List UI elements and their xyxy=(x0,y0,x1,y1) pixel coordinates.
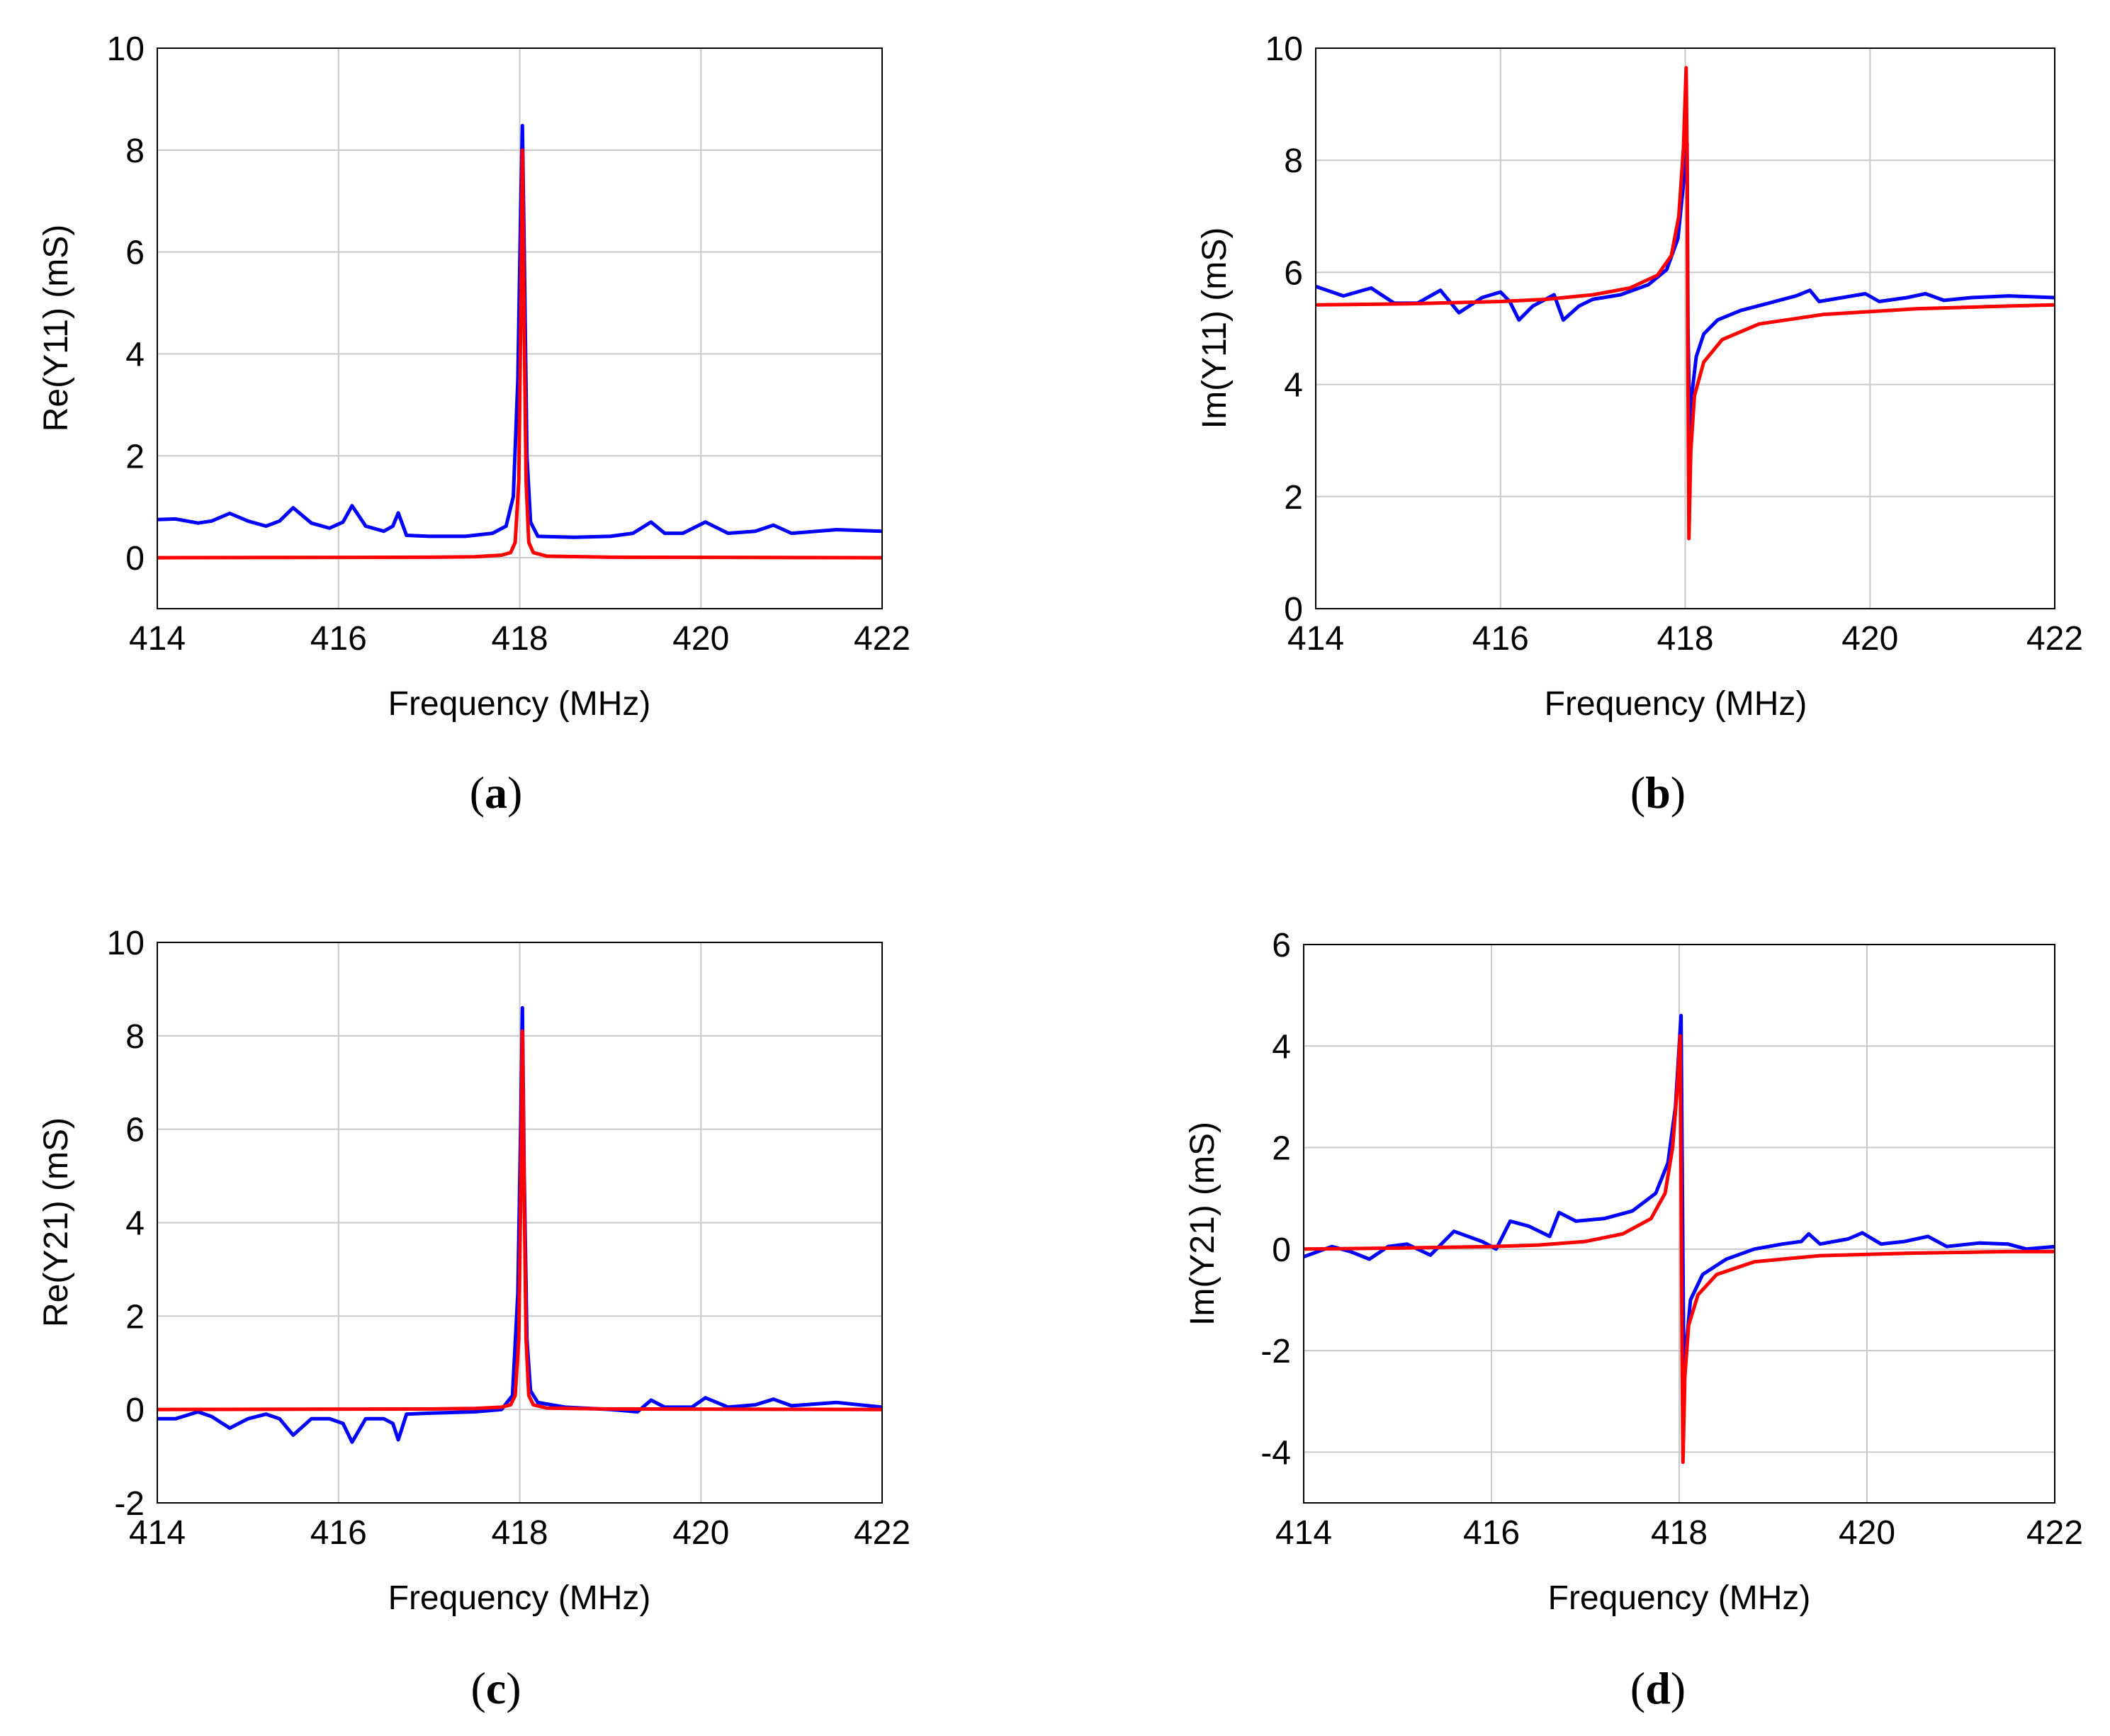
y-tick-label-d-0: -4 xyxy=(1260,1434,1291,1472)
y-tick-label-c-0: -2 xyxy=(114,1485,145,1523)
y-tick-label-a-3: 6 xyxy=(125,235,145,272)
x-tick-label-b-4: 422 xyxy=(2026,620,2083,658)
y-tick-label-d-3: 2 xyxy=(1272,1130,1291,1168)
series-line-model-a xyxy=(157,148,882,560)
x-tick-label-a-0: 414 xyxy=(129,620,186,658)
series-line-measured-a xyxy=(157,123,882,539)
panel-label-d: (d) xyxy=(1630,1663,1686,1713)
x-axis-label-d: Frequency (MHz) xyxy=(1548,1579,1811,1617)
x-tick-label-b-3: 420 xyxy=(1841,620,1898,658)
y-tick-label-b-1: 2 xyxy=(1284,479,1303,517)
panel-label-b: (b) xyxy=(1630,767,1686,818)
x-tick-label-d-1: 416 xyxy=(1463,1514,1520,1552)
series-line-measured-b xyxy=(1316,142,2055,443)
series-line-model-c xyxy=(157,1029,882,1411)
y-tick-label-d-4: 4 xyxy=(1272,1028,1291,1066)
panel-paren-open-a: ( xyxy=(470,767,485,818)
y-tick-label-c-1: 0 xyxy=(125,1392,145,1429)
y-tick-label-c-2: 2 xyxy=(125,1298,145,1336)
y-tick-label-a-5: 10 xyxy=(107,30,145,68)
x-tick-label-d-3: 420 xyxy=(1839,1514,1895,1552)
chart-a: 414 416 418 420 422 0 2 4 6 8 10 Re(Y11) (mS) Freq… xyxy=(38,30,910,818)
panel-letter-a: a xyxy=(485,767,507,818)
x-tick-label-c-3: 420 xyxy=(672,1514,729,1552)
panel-label-c: (c) xyxy=(470,1663,521,1713)
x-tick-label-d-0: 414 xyxy=(1275,1514,1332,1552)
x-tick-label-b-0: 414 xyxy=(1287,620,1344,658)
y-axis-label-c: Re(Y21) (mS) xyxy=(38,1117,75,1327)
series-line-measured-c xyxy=(157,1005,882,1444)
y-tick-label-b-0: 0 xyxy=(1284,591,1303,629)
y-tick-label-d-2: 0 xyxy=(1272,1231,1291,1269)
panel-letter-d: d xyxy=(1645,1663,1671,1713)
plot-frame-d xyxy=(1303,944,2055,1504)
plot-frame-a xyxy=(157,47,883,609)
x-axis-label-c: Frequency (MHz) xyxy=(388,1579,651,1617)
panel-label-a: (a) xyxy=(470,767,523,818)
x-tick-label-c-0: 414 xyxy=(129,1514,186,1552)
x-tick-label-b-2: 418 xyxy=(1657,620,1713,658)
y-tick-label-a-1: 2 xyxy=(125,438,145,475)
x-tick-label-a-2: 418 xyxy=(491,620,548,658)
x-tick-label-c-4: 422 xyxy=(854,1514,910,1552)
x-tick-label-b-1: 416 xyxy=(1472,620,1529,658)
series-line-model-d xyxy=(1304,1034,2055,1465)
y-tick-label-a-0: 0 xyxy=(125,540,145,577)
panel-paren-close-b: ) xyxy=(1671,767,1686,818)
y-tick-label-d-1: -2 xyxy=(1260,1333,1291,1370)
x-tick-label-a-4: 422 xyxy=(854,620,910,658)
chart-c: 414 416 418 420 422 -2 0 2 4 6 8 10 Re(Y21) (mS) Fr… xyxy=(38,925,910,1713)
y-tick-label-c-5: 8 xyxy=(125,1018,145,1056)
x-tick-label-c-2: 418 xyxy=(491,1514,548,1552)
panel-paren-close-a: ) xyxy=(507,767,522,818)
y-tick-label-c-6: 10 xyxy=(107,925,145,962)
y-axis-label-a: Re(Y11) (mS) xyxy=(38,225,75,432)
panel-letter-c: c xyxy=(486,1663,506,1713)
plot-layer-d: 414 416 418 420 422 -4 -2 0 2 4 6 xyxy=(1260,927,2083,1552)
plot-frame-c xyxy=(157,942,883,1504)
plot-layer-c: 414 416 418 420 422 -2 0 2 4 6 8 10 xyxy=(107,925,910,1552)
x-tick-label-c-1: 416 xyxy=(310,1514,367,1552)
plot-layer-b: 414 416 418 420 422 0 2 4 6 8 10 xyxy=(1265,30,2083,658)
x-tick-label-d-4: 422 xyxy=(2026,1514,2083,1552)
y-tick-label-a-2: 4 xyxy=(125,336,145,373)
y-axis-label-d: Im(Y21) (mS) xyxy=(1184,1122,1222,1326)
panel-paren-close-c: ) xyxy=(506,1663,521,1713)
y-tick-label-d-5: 6 xyxy=(1272,927,1291,964)
x-tick-label-a-3: 420 xyxy=(672,620,729,658)
x-axis-label-b: Frequency (MHz) xyxy=(1545,685,1807,723)
chart-d: 414 416 418 420 422 -4 -2 0 2 4 6 Im(Y21) (mS) Fre… xyxy=(1184,927,2083,1713)
y-tick-label-b-2: 4 xyxy=(1284,367,1303,405)
panel-paren-open-d: ( xyxy=(1630,1663,1645,1713)
panel-paren-open-b: ( xyxy=(1630,767,1645,818)
chart-b: 414 416 418 420 422 0 2 4 6 8 10 Im(Y11) (mS) Freq… xyxy=(1196,30,2083,818)
x-tick-label-a-1: 416 xyxy=(310,620,367,658)
y-tick-label-b-3: 6 xyxy=(1284,254,1303,292)
y-tick-label-b-4: 8 xyxy=(1284,142,1303,180)
y-tick-label-b-5: 10 xyxy=(1265,30,1303,68)
y-tick-label-c-3: 4 xyxy=(125,1205,145,1243)
series-line-model-b xyxy=(1316,66,2055,541)
x-tick-label-d-2: 418 xyxy=(1651,1514,1708,1552)
panel-letter-b: b xyxy=(1645,767,1671,818)
y-tick-label-a-4: 8 xyxy=(125,133,145,170)
y-axis-label-b: Im(Y11) (mS) xyxy=(1196,227,1234,429)
plot-layer-a: 414 416 418 420 422 0 2 4 6 8 10 xyxy=(107,30,910,658)
y-tick-label-c-4: 6 xyxy=(125,1112,145,1149)
panel-paren-close-d: ) xyxy=(1671,1663,1686,1713)
x-axis-label-a: Frequency (MHz) xyxy=(388,685,651,723)
panel-paren-open-c: ( xyxy=(470,1663,485,1713)
plot-frame-b xyxy=(1315,47,2055,609)
